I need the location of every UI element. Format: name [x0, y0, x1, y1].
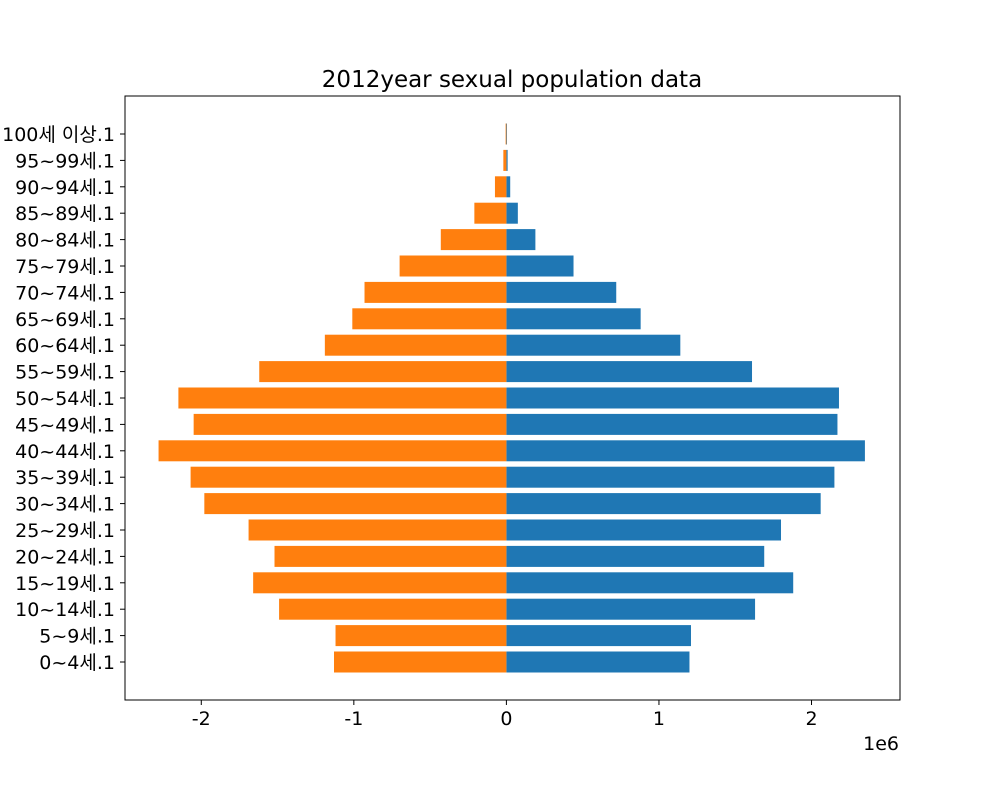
bar-series2-16 [399, 255, 507, 277]
y-tick-label: 65~69세.1 [15, 309, 115, 331]
bar-series1-2 [506, 625, 691, 647]
y-tick-label: 55~59세.1 [15, 362, 115, 384]
chart-title: 2012year sexual population data [322, 67, 702, 93]
y-tick-label: 100세 이상.1 [2, 124, 115, 146]
y-tick-label: 15~19세.1 [15, 573, 115, 595]
bar-series1-4 [506, 572, 794, 594]
bar-series2-20 [503, 149, 507, 171]
bar-series2-2 [335, 625, 507, 647]
bar-series2-3 [279, 598, 507, 620]
bar-series1-16 [506, 255, 574, 277]
bar-series1-18 [506, 202, 518, 224]
y-tick-label: 30~34세.1 [15, 494, 115, 516]
bars-layer [158, 123, 865, 673]
bar-series2-1 [334, 651, 507, 673]
x-tick-label: -1 [344, 708, 363, 730]
x-tick-label: 1 [653, 708, 665, 730]
bar-series1-20 [506, 149, 508, 171]
bar-series1-13 [506, 334, 681, 356]
bar-series1-19 [506, 176, 511, 198]
bar-series2-12 [259, 361, 507, 383]
bar-series1-8 [506, 466, 835, 488]
bar-series2-14 [352, 308, 507, 330]
x-tick-label: 2 [805, 708, 817, 730]
bar-series2-4 [253, 572, 507, 594]
bar-series1-21 [506, 123, 507, 145]
y-tick-label: 90~94세.1 [15, 177, 115, 199]
bar-series1-12 [506, 361, 753, 383]
bar-series1-10 [506, 413, 838, 435]
bar-series1-11 [506, 387, 839, 409]
bar-series2-8 [190, 466, 507, 488]
bar-series2-11 [178, 387, 507, 409]
bar-series2-9 [158, 440, 507, 462]
bar-series1-5 [506, 545, 765, 567]
y-tick-label: 35~39세.1 [15, 467, 115, 489]
y-tick-label: 0~4세.1 [39, 652, 115, 674]
bar-series2-15 [364, 281, 507, 303]
y-tick-label: 40~44세.1 [15, 441, 115, 463]
bar-series1-1 [506, 651, 690, 673]
y-tick-label: 10~14세.1 [15, 599, 115, 621]
y-tick-label: 50~54세.1 [15, 388, 115, 410]
x-axis: -2 -1 0 1 2 [192, 700, 818, 730]
y-tick-label: 75~79세.1 [15, 256, 115, 278]
bar-series1-9 [506, 440, 865, 462]
bar-series2-18 [474, 202, 507, 224]
bar-series1-15 [506, 281, 617, 303]
y-tick-label: 20~24세.1 [15, 546, 115, 568]
y-axis: 0~4세.1 5~9세.1 10~14세.1 15~19세.1 20~24세.1 25~2… [2, 124, 125, 674]
y-tick-label: 5~9세.1 [39, 626, 115, 648]
bar-series2-19 [494, 176, 507, 198]
bar-series2-7 [204, 493, 507, 515]
y-tick-label: 85~89세.1 [15, 203, 115, 225]
y-tick-label: 25~29세.1 [15, 520, 115, 542]
x-axis-offset-label: 1e6 [863, 733, 899, 755]
bar-series2-17 [440, 229, 507, 251]
y-tick-label: 45~49세.1 [15, 414, 115, 436]
bar-series2-6 [248, 519, 507, 541]
bar-series1-7 [506, 493, 821, 515]
x-tick-label: 0 [500, 708, 512, 730]
bar-series1-14 [506, 308, 641, 330]
y-tick-label: 95~99세.1 [15, 150, 115, 172]
bar-series2-21 [505, 123, 507, 145]
bar-series2-13 [324, 334, 507, 356]
bar-series1-17 [506, 229, 536, 251]
bar-series2-5 [274, 545, 507, 567]
bar-series1-6 [506, 519, 782, 541]
x-tick-label: -2 [192, 708, 211, 730]
bar-series1-3 [506, 598, 756, 620]
y-tick-label: 80~84세.1 [15, 230, 115, 252]
y-tick-label: 70~74세.1 [15, 282, 115, 304]
y-tick-label: 60~64세.1 [15, 335, 115, 357]
bar-series2-10 [193, 413, 507, 435]
